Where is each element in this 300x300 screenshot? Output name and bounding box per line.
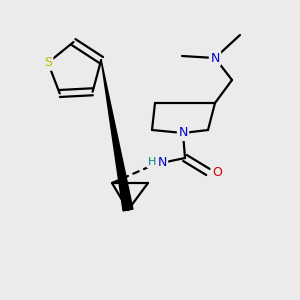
Text: H: H	[148, 157, 156, 167]
Text: N: N	[157, 155, 167, 169]
Text: S: S	[44, 56, 52, 69]
Text: N: N	[178, 127, 188, 140]
Polygon shape	[101, 60, 133, 211]
Text: O: O	[212, 166, 222, 178]
Text: N: N	[210, 52, 220, 64]
